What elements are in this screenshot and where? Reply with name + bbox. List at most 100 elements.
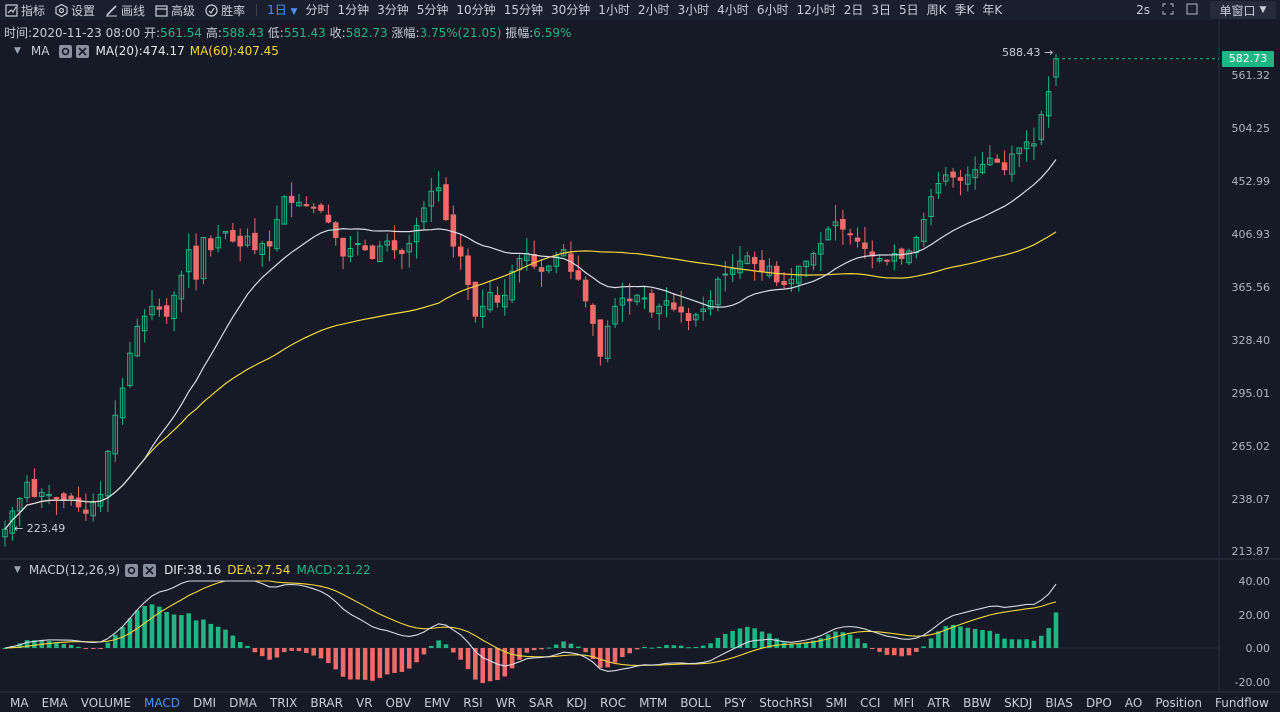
candle-down	[325, 214, 332, 223]
indicator-tab-ema[interactable]: EMA	[41, 696, 68, 710]
indicator-tab-vr[interactable]: VR	[355, 696, 373, 710]
macd-bar-up	[157, 606, 162, 648]
indicator-tab-mfi[interactable]: MFI	[893, 696, 915, 710]
indicator-tab-wr[interactable]: WR	[495, 696, 516, 710]
period-9[interactable]: 3小时	[677, 3, 710, 17]
winrate-tool[interactable]: 胜率	[200, 0, 250, 20]
period-11[interactable]: 6小时	[756, 3, 789, 17]
candle-down	[1001, 162, 1008, 171]
period-13[interactable]: 2日	[843, 3, 864, 17]
indicator-tab-position[interactable]: Position	[1155, 696, 1203, 710]
indicator-tab-bbw[interactable]: BBW	[963, 696, 992, 710]
macd-bar-down	[502, 648, 508, 677]
fullscreen-icon[interactable]	[1162, 2, 1174, 18]
period-3[interactable]: 5分钟	[416, 3, 449, 17]
candle-down	[75, 497, 82, 508]
high-value: 588.43	[221, 26, 264, 40]
indicator-tab-skdj[interactable]: SKDJ	[1004, 696, 1033, 710]
macd-bar-up	[61, 643, 67, 648]
settings-icon[interactable]	[59, 44, 73, 58]
period-18[interactable]: 年K	[982, 3, 1003, 17]
refresh-interval[interactable]: 2s	[1136, 3, 1150, 17]
candle-down	[391, 240, 398, 251]
indicator-tab-boll[interactable]: BOLL	[680, 696, 712, 710]
open-value: 561.54	[160, 26, 203, 40]
settings-icon[interactable]	[125, 563, 139, 577]
indicator-tab-bias[interactable]: BIAS	[1045, 696, 1073, 710]
period-2[interactable]: 3分钟	[377, 3, 409, 17]
indicator-tab-fundflow[interactable]: Fundflow	[1215, 696, 1269, 710]
window-icon[interactable]	[1186, 2, 1198, 18]
macd-bar-up	[855, 638, 860, 648]
indicator-tab-psy[interactable]: PSY	[724, 696, 747, 710]
indicator-tab-emv[interactable]: EMV	[424, 696, 451, 710]
indicator-tab-mtm[interactable]: MTM	[639, 696, 668, 710]
period-8[interactable]: 2小时	[637, 3, 670, 17]
macd-bar-up	[664, 645, 669, 648]
macd-bar-down	[473, 648, 478, 680]
candle-up	[435, 187, 442, 192]
period-5[interactable]: 15分钟	[503, 3, 543, 17]
macd-bar-down	[83, 648, 89, 649]
indicator-tab-ao[interactable]: AO	[1124, 696, 1143, 710]
period-15[interactable]: 5日	[899, 3, 919, 17]
macd-bar-down	[899, 648, 904, 657]
indicator-tab-dmi[interactable]: DMI	[192, 696, 217, 710]
candle-down	[68, 495, 74, 500]
period-16[interactable]: 周K	[926, 3, 947, 17]
indicator-tab-obv[interactable]: OBV	[385, 696, 412, 710]
indicator-tab-smi[interactable]: SMI	[825, 696, 848, 710]
period-12[interactable]: 12小时	[796, 3, 836, 17]
candle-down	[685, 313, 692, 321]
macd-bar-up	[1031, 640, 1037, 648]
indicator-tab-cci[interactable]: CCI	[860, 696, 881, 710]
indicator-tab-roc[interactable]: ROC	[599, 696, 627, 710]
candle-up	[134, 325, 141, 357]
period-4[interactable]: 10分钟	[456, 3, 496, 17]
indicator-tool[interactable]: 指标	[0, 0, 50, 20]
candle-up	[891, 252, 898, 262]
candle-up	[215, 236, 221, 249]
advanced-tool[interactable]: 高级	[150, 0, 200, 20]
period-1[interactable]: 1分钟	[337, 3, 370, 17]
indicator-tab-dpo[interactable]: DPO	[1085, 696, 1112, 710]
candle-up	[1016, 147, 1023, 155]
period-10[interactable]: 4小时	[717, 3, 749, 17]
indicator-tab-sar[interactable]: SAR	[528, 696, 554, 710]
indicator-tab-brar[interactable]: BRAR	[310, 696, 343, 710]
period-0[interactable]: 分时	[305, 3, 330, 17]
period-selector[interactable]: 1日 ▼	[263, 0, 301, 20]
macd-bar-down	[355, 648, 361, 680]
macd-bar-down	[583, 648, 588, 653]
macd-bar-up	[429, 645, 434, 648]
draw-tool[interactable]: 画线	[100, 0, 150, 20]
low-marker: ← 223.49	[14, 522, 66, 535]
close-icon[interactable]	[143, 563, 157, 577]
settings-tool[interactable]: 设置	[50, 0, 100, 20]
candle-down	[950, 171, 956, 178]
macd-name: MACD(12,26,9)	[28, 563, 121, 577]
collapse-chevron-icon[interactable]: ▼	[14, 565, 21, 575]
period-17[interactable]: 季K	[954, 3, 975, 17]
period-14[interactable]: 3日	[871, 3, 892, 17]
macd-bar-down	[627, 648, 632, 654]
close-icon[interactable]	[76, 44, 90, 58]
period-7[interactable]: 1小时	[598, 3, 630, 17]
last-price-tag: 582.73	[1222, 51, 1274, 67]
candle-up	[972, 169, 978, 179]
collapse-chevron-icon[interactable]: ▼	[14, 46, 21, 56]
macd-bar-up	[568, 643, 574, 648]
period-6[interactable]: 30分钟	[550, 3, 591, 17]
indicator-tab-stochrsi[interactable]: StochRSI	[759, 696, 813, 710]
indicator-tab-macd[interactable]: MACD	[143, 696, 180, 710]
indicator-tab-rsi[interactable]: RSI	[463, 696, 483, 710]
macd-bar-up	[149, 604, 155, 648]
indicator-tab-dma[interactable]: DMA	[229, 696, 257, 710]
indicator-tab-kdj[interactable]: KDJ	[566, 696, 587, 710]
indicator-tab-ma[interactable]: MA	[10, 696, 29, 710]
window-mode-select[interactable]: 单窗口 ▼	[1210, 1, 1276, 19]
indicator-tab-trix[interactable]: TRIX	[269, 696, 298, 710]
indicator-tab-volume[interactable]: VOLUME	[80, 696, 131, 710]
indicator-tab-atr[interactable]: ATR	[927, 696, 951, 710]
